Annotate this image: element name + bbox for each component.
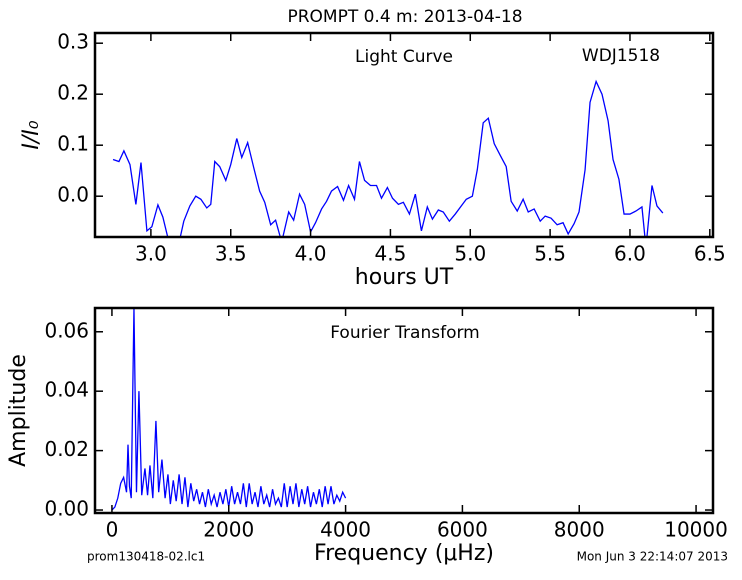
footer-date: Mon Jun 3 22:14:07 2013 (577, 550, 728, 564)
annotation: Light Curve (355, 47, 453, 67)
x-tick-label: 10000 (664, 518, 728, 542)
x-axis-label: Frequency (μHz) (314, 541, 494, 566)
x-tick-label: 8000 (554, 518, 605, 542)
y-axis-label: I/I₀ (19, 120, 44, 149)
x-tick-label: 5.5 (534, 242, 566, 266)
y-tick-label: 0.00 (44, 497, 89, 521)
x-tick-label: 6.5 (694, 242, 726, 266)
x-tick-label: 6000 (437, 518, 488, 542)
y-tick-label: 0.0 (57, 183, 89, 207)
x-tick-label: 0 (106, 518, 119, 542)
y-tick-label: 0.1 (57, 132, 89, 156)
annotation: Fourier Transform (330, 323, 479, 343)
x-tick-label: 3.5 (215, 242, 247, 266)
x-tick-label: 6.0 (614, 242, 646, 266)
y-axis-label: Amplitude (6, 354, 31, 467)
x-tick-label: 3.0 (135, 242, 167, 266)
data-line (112, 79, 664, 237)
y-tick-label: 0.02 (44, 437, 89, 461)
y-tick-label: 0.04 (44, 378, 89, 402)
y-tick-label: 0.3 (57, 30, 89, 54)
x-tick-label: 5.0 (454, 242, 486, 266)
footer-file: prom130418-02.lc1 (87, 550, 205, 564)
annotation: WDJ1518 (582, 46, 660, 66)
axes-frame (93, 306, 715, 515)
figure-title: PROMPT 0.4 m: 2013-04-18 (287, 7, 522, 27)
x-tick-label: 4.0 (295, 242, 327, 266)
x-tick-label: 4.5 (375, 242, 407, 266)
x-tick-label: 2000 (203, 518, 254, 542)
data-line (111, 308, 347, 511)
y-tick-label: 0.06 (44, 318, 89, 342)
axes-frame (93, 31, 715, 239)
y-tick-label: 0.2 (57, 81, 89, 105)
x-axis-label: hours UT (355, 265, 454, 290)
x-tick-label: 4000 (320, 518, 371, 542)
